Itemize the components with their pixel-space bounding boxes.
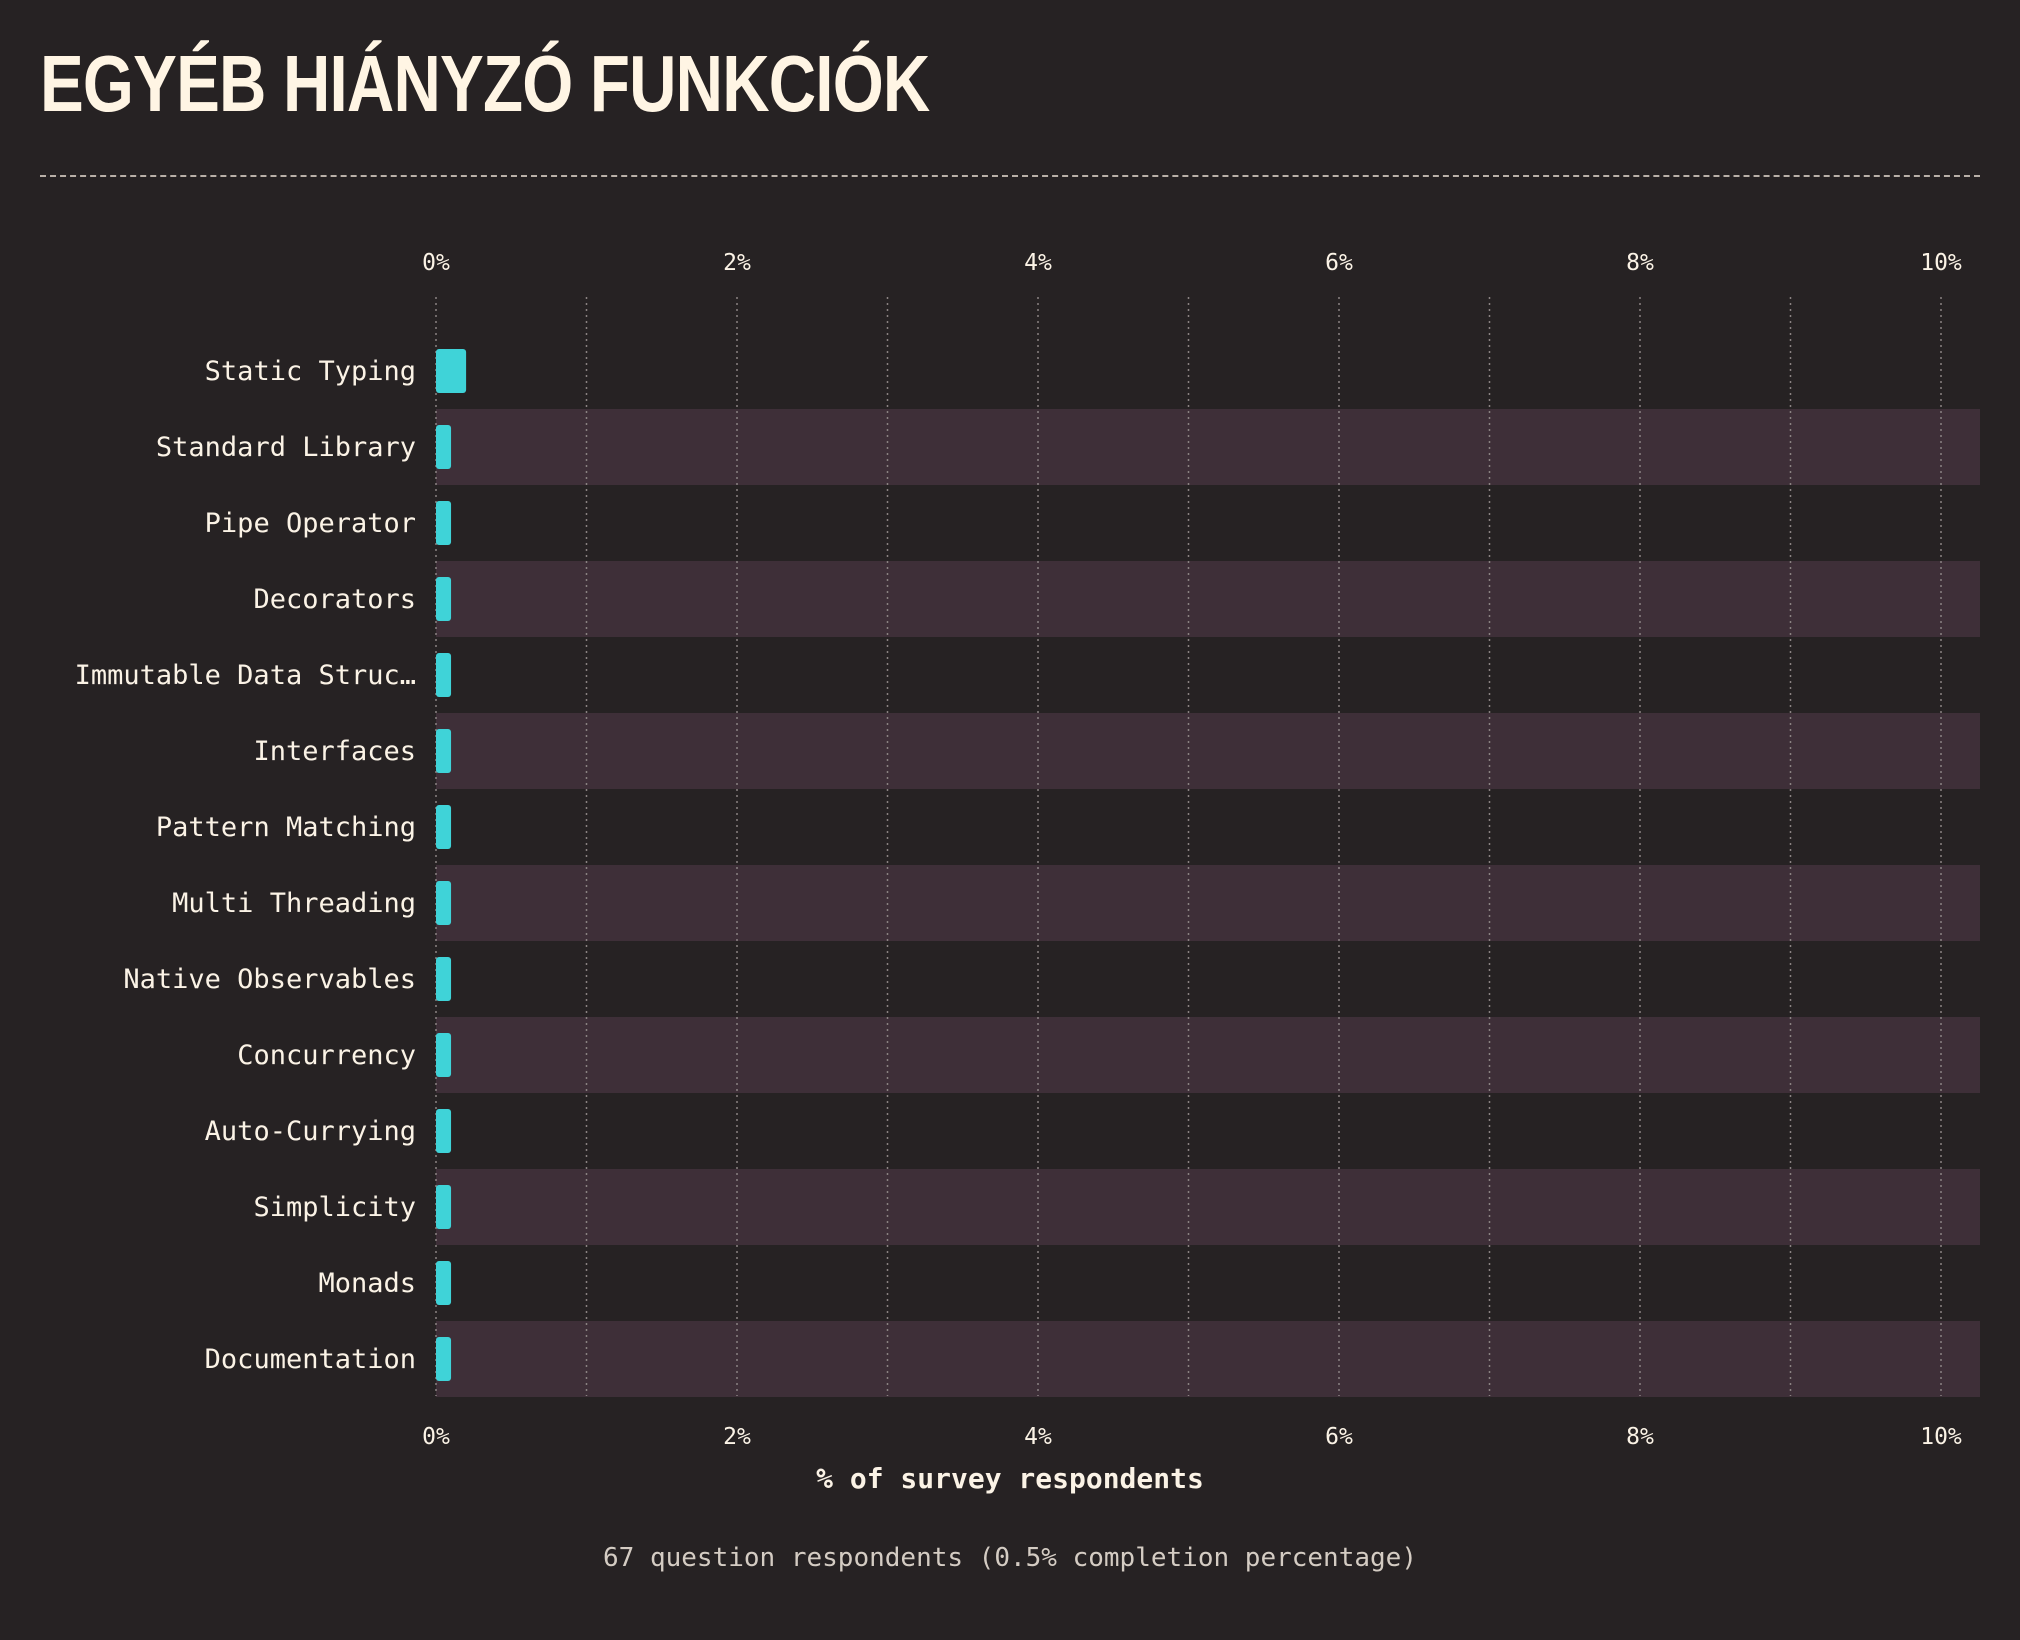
row-band [436,1017,1980,1093]
bar [436,349,467,393]
category-label: Native Observables [123,964,416,995]
x-tick-label-top: 4% [1024,250,1052,276]
bar [436,1261,452,1305]
row-band [436,1169,1980,1245]
x-tick-label-bottom: 0% [422,1424,450,1450]
category-label: Pipe Operator [205,508,416,539]
row-band [436,1321,1980,1397]
x-tick-label-top: 8% [1626,250,1654,276]
category-label: Multi Threading [172,888,416,919]
bar [436,425,452,469]
bar [436,1185,452,1229]
category-label: Concurrency [237,1040,416,1071]
page-title: EGYÉB HIÁNYZÓ FUNKCIÓK [40,39,930,128]
bar [436,1033,452,1077]
bar [436,1109,452,1153]
bar [436,805,452,849]
category-label: Decorators [253,584,416,615]
x-axis-label: % of survey respondents [816,1462,1204,1495]
x-tick-label-bottom: 6% [1325,1424,1353,1450]
category-label: Static Typing [205,356,416,387]
category-label: Pattern Matching [156,812,416,843]
bar [436,653,452,697]
category-label: Immutable Data Struc… [75,660,416,691]
bar [436,501,452,545]
category-label: Interfaces [253,736,416,767]
category-label: Monads [318,1268,416,1299]
respondents-footnote: 67 question respondents (0.5% completion… [603,1543,1417,1573]
x-tick-label-top: 6% [1325,250,1353,276]
x-tick-label-bottom: 2% [723,1424,751,1450]
row-band [436,713,1980,789]
category-label: Auto-Currying [205,1116,416,1147]
x-tick-label-top: 2% [723,250,751,276]
x-tick-label-bottom: 10% [1920,1424,1962,1450]
title-divider [40,175,1980,177]
category-label: Simplicity [253,1192,416,1223]
x-tick-label-top: 10% [1920,250,1962,276]
bar [436,1337,452,1381]
x-tick-label-bottom: 4% [1024,1424,1052,1450]
row-band [436,865,1980,941]
bar [436,881,452,925]
bar [436,957,452,1001]
category-label: Documentation [205,1344,416,1375]
category-label: Standard Library [156,432,416,463]
bar [436,729,452,773]
bar [436,577,452,621]
x-tick-label-bottom: 8% [1626,1424,1654,1450]
row-band [436,409,1980,485]
x-tick-label-top: 0% [422,250,450,276]
row-band [436,561,1980,637]
